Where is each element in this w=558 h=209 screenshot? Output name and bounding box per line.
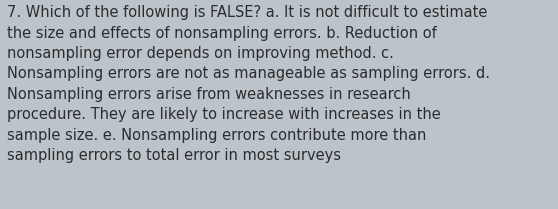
Text: 7. Which of the following is FALSE? a. It is not difficult to estimate
the size : 7. Which of the following is FALSE? a. I… [7,5,490,163]
